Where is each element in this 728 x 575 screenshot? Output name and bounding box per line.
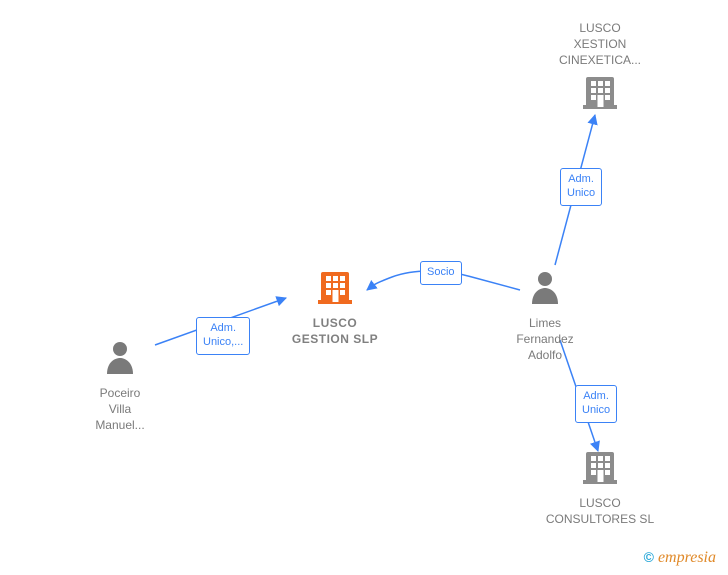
building-icon	[275, 270, 395, 309]
edge-label: Adm. Unico,...	[196, 317, 250, 355]
building-icon	[540, 75, 660, 114]
diagram-canvas: Poceiro Villa Manuel... LUSCO GESTION SL…	[0, 0, 728, 575]
node-lusco_gestion[interactable]: LUSCO GESTION SLP	[275, 270, 395, 347]
building-icon	[540, 450, 660, 489]
edge-label: Socio	[420, 261, 462, 285]
node-poceiro[interactable]: Poceiro Villa Manuel...	[60, 340, 180, 434]
node-label: LUSCO GESTION SLP	[275, 315, 395, 347]
node-lusco_consultores[interactable]: LUSCO CONSULTORES SL	[540, 450, 660, 527]
watermark-brand: empresia	[658, 549, 716, 566]
person-icon	[60, 340, 180, 379]
person-icon	[485, 270, 605, 309]
node-label: Poceiro Villa Manuel...	[60, 385, 180, 434]
edge-label: Adm. Unico	[575, 385, 617, 423]
edge-label: Adm. Unico	[560, 168, 602, 206]
watermark: ©empresia	[644, 549, 716, 567]
node-lusco_xestion[interactable]: LUSCO XESTION CINEXETICA...	[540, 20, 660, 114]
node-label: LUSCO CONSULTORES SL	[540, 495, 660, 527]
node-label: Limes Fernandez Adolfo	[485, 315, 605, 364]
node-label: LUSCO XESTION CINEXETICA...	[540, 20, 660, 69]
copyright-symbol: ©	[644, 549, 654, 565]
node-limes[interactable]: Limes Fernandez Adolfo	[485, 270, 605, 364]
